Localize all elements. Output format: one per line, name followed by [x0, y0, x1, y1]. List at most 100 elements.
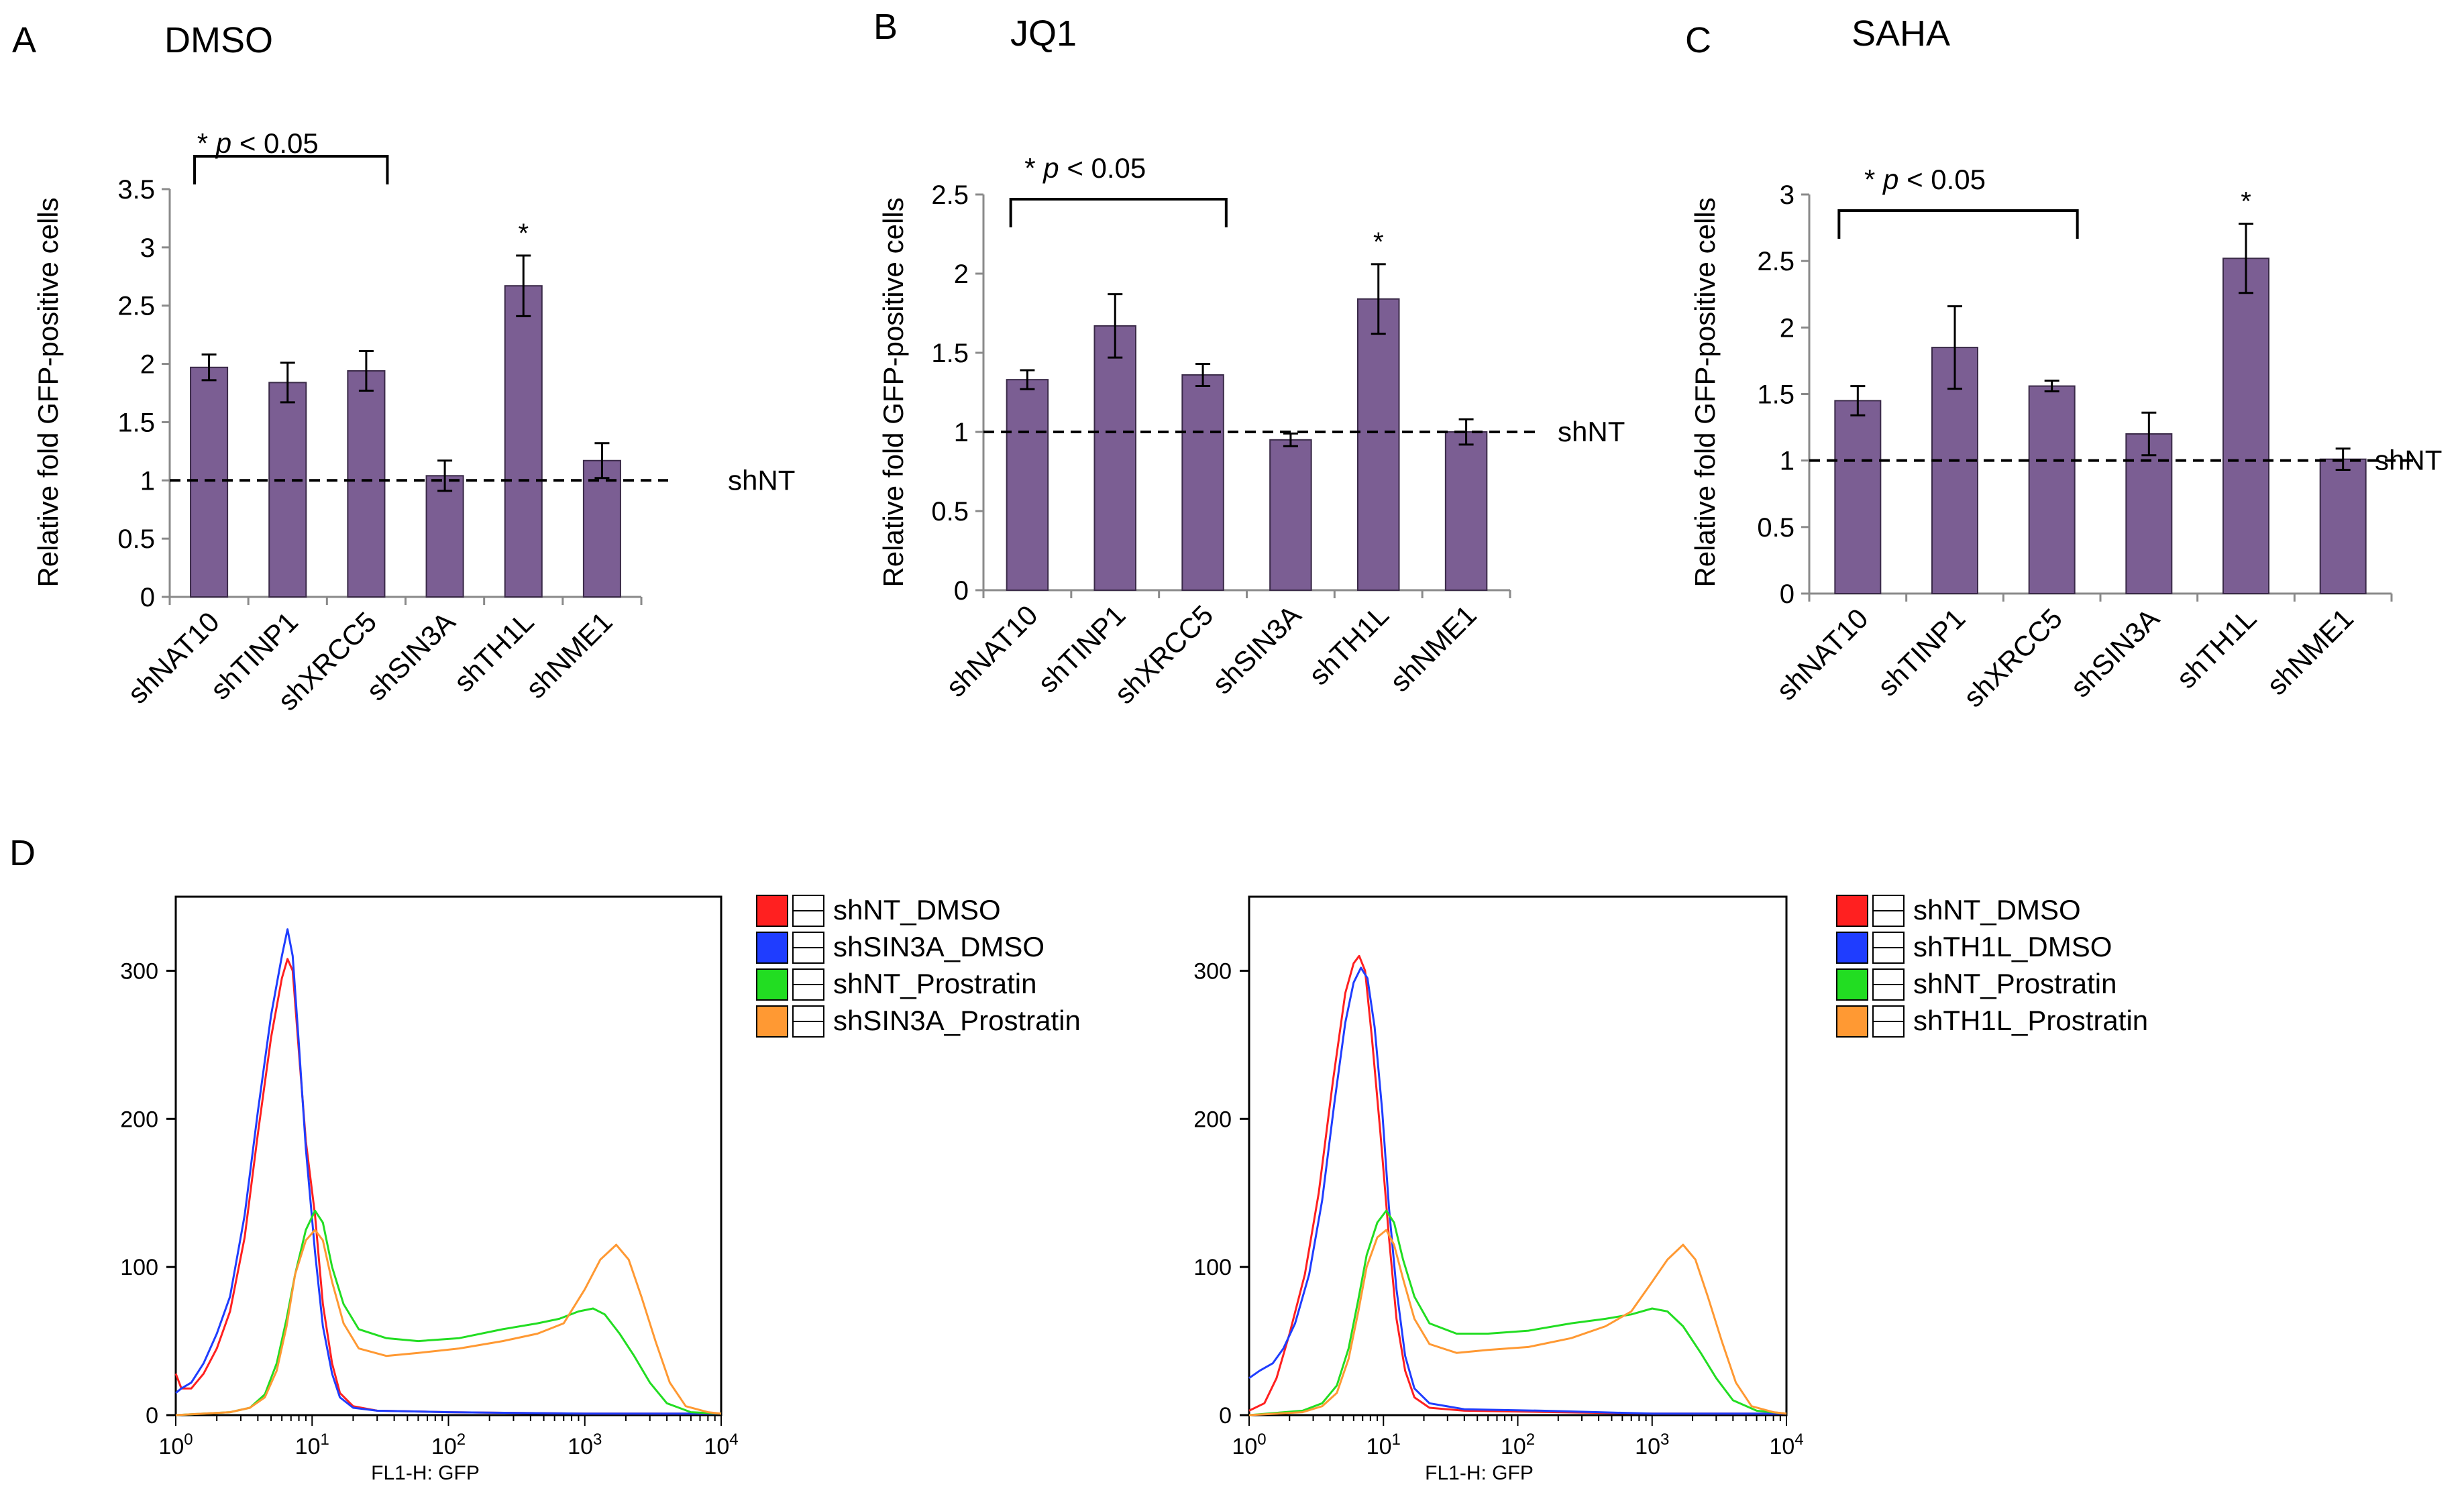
panel-a-title: DMSO [164, 20, 273, 60]
panel-b-xtick-label: shSIN3A [1206, 599, 1307, 700]
panel-c-bar [2125, 433, 2173, 594]
panel-d-left-xtick-base: 10 [295, 1434, 321, 1459]
panel-d-right-xlabel: FL1-H: GFP [1425, 1462, 1534, 1484]
panel-b-bar [1006, 379, 1049, 591]
panel-d-left-series [174, 928, 722, 1416]
panel-c-title: SAHA [1852, 13, 1950, 54]
panel-d-right-xtick-label: 104 [1769, 1431, 1803, 1459]
panel-d-right-frame [1248, 895, 1788, 1416]
panel-c-xtick-label: shXRCC5 [1958, 602, 2068, 713]
panel-d-right-xtick-base: 10 [1769, 1434, 1795, 1459]
panel-b-significance-bracket [1009, 198, 1228, 227]
panel-b-ytick-label: 1 [954, 418, 969, 447]
panel-a-significance-text: * p < 0.05 [197, 127, 319, 159]
panel-a-reference-label: shNT [728, 464, 795, 496]
panel-c-bar [1834, 400, 1882, 595]
panel-d-right-xtick-label: 100 [1232, 1431, 1266, 1459]
panel-d-right-legend-label: shTH1L_Prostratin [1913, 1005, 2148, 1036]
panel-b-xtick-label: shTH1L [1303, 599, 1395, 691]
panel-a-bar [347, 370, 386, 598]
panel-a-yaxis: 0 0.5 1 1.5 2 2.5 3 3.5 [117, 175, 171, 612]
panel-d-left-legend-label: shNT_DMSO [833, 894, 1001, 926]
panel-c-ylabel: Relative fold GFP-positive cells [1689, 197, 1721, 587]
panel-d-right-xtick-exponent: 3 [1660, 1431, 1669, 1449]
panel-b-ytick-label: 0.5 [931, 497, 969, 526]
panel-c-significance-text: * p < 0.05 [1864, 164, 1986, 195]
panel-d-left-legend-label: shNT_Prostratin [833, 968, 1036, 999]
panel-c-ytick-label: 3 [1780, 180, 1795, 210]
panel-d-letter: D [9, 833, 36, 873]
panel-d-left-xtick-exponent: 3 [593, 1431, 602, 1449]
panel-c-xtick-label: shNME1 [2261, 602, 2359, 701]
panel-c-sig-star: * [1864, 164, 1875, 195]
panel-d-left-ytick-label: 0 [146, 1403, 158, 1429]
panel-c-bar-star: * [2241, 187, 2251, 217]
panel-a-bar [504, 285, 543, 598]
panel-d-right-legend-swatch [1836, 1005, 1868, 1038]
panel-a-xtick-label: shNAT10 [121, 606, 225, 710]
panel-a-ytick-label: 0.5 [117, 524, 155, 554]
panel-d-left-xtick-base: 10 [568, 1434, 593, 1459]
panel-a-ytick-label: 3.5 [117, 175, 155, 205]
panel-d-right-legend: shNT_DMSO shTH1L_DMSO shNT_Prostratin shTH1… [1836, 894, 2148, 1038]
panel-b-bar [1269, 439, 1312, 591]
panel-d-left-legend-swatch [756, 895, 788, 927]
panel-c-ytick-label: 1.5 [1757, 380, 1795, 410]
panel-b-ytick-label: 2.5 [931, 180, 969, 210]
panel-a-xtick-label: shNME1 [520, 606, 619, 704]
panel-d-left-series-1 [175, 928, 721, 1415]
panel-c-xtick-label: shTH1L [2170, 602, 2262, 694]
panel-c-error-bars [1850, 223, 2351, 471]
panel-c-bar [2319, 458, 2367, 595]
panel-d-right-legend-swatch [1836, 968, 1868, 1001]
panel-d-left-xlabel: FL1-H: GFP [371, 1462, 480, 1484]
panel-c-ytick-label: 0.5 [1757, 513, 1795, 543]
panel-d-right-legend-swatch [1836, 932, 1868, 964]
panel-b-xtick-label: shNME1 [1384, 599, 1483, 698]
panel-d-right-yaxis: 0 100 200 300 [1193, 958, 1249, 1429]
panel-d-right-legend-label: shNT_Prostratin [1913, 968, 2117, 999]
panel-b-sig-p: p [1042, 152, 1059, 184]
panel-d-right-series-2 [1248, 1209, 1787, 1416]
panel-a-bars [190, 285, 621, 598]
panel-a-significance-bracket [193, 155, 389, 184]
panel-d-right-xtick-label: 102 [1501, 1431, 1535, 1459]
panel-d-right-xtick-exponent: 4 [1795, 1431, 1803, 1449]
panel-d-left-legend-swatch [756, 1005, 788, 1038]
panel-b-title: JQ1 [1010, 13, 1077, 54]
panel-b-yaxis: 0 0.5 1 1.5 2 2.5 [931, 180, 985, 606]
panel-c-significance-bracket [1837, 209, 2079, 239]
panel-d-right-legend-swatch [1836, 895, 1868, 927]
panel-c-xtick-label: shTINP1 [1872, 602, 1972, 702]
panel-a-ytick-label: 0 [140, 583, 155, 612]
panel-d-left-legend-swatch [756, 932, 788, 964]
panel-b-bar [1181, 374, 1224, 591]
panel-d-left-legend-swatch [756, 968, 788, 1001]
panel-a-bar [582, 459, 621, 598]
panel-d-left-ytick-label: 100 [120, 1255, 158, 1280]
panel-d-left-xtick-exponent: 1 [320, 1431, 329, 1449]
panel-a-sig-value: < 0.05 [239, 127, 319, 159]
panel-d-right-ytick-label: 0 [1219, 1403, 1232, 1429]
panel-c-reference-label: shNT [2375, 445, 2442, 476]
panel-c-sig-p: p [1882, 164, 1898, 195]
panel-d-left-series-3 [175, 1229, 722, 1416]
panel-c-letter: C [1685, 20, 1711, 60]
panel-d-right-legend-label: shNT_DMSO [1913, 894, 2081, 926]
panel-c-ytick-label: 0 [1780, 579, 1795, 609]
panel-d-right-xtick-base: 10 [1501, 1434, 1526, 1459]
panel-a-letter: A [12, 20, 36, 60]
panel-d-right-xtick-base: 10 [1232, 1434, 1257, 1459]
panel-c-xtick-label: shSIN3A [2064, 602, 2165, 703]
panel-a-ytick-label: 2 [140, 350, 155, 380]
panel-d-left-xtick-label: 100 [158, 1431, 193, 1459]
panel-a-ytick-label: 3 [140, 233, 155, 263]
panel-d-left-xtick-label: 103 [568, 1431, 602, 1459]
panel-d-right-xtick-base: 10 [1367, 1434, 1392, 1459]
panel-d-left-xtick-exponent: 0 [184, 1431, 193, 1449]
panel-c-bars [1834, 258, 2367, 595]
panel-d-left-xtick-exponent: 2 [457, 1431, 466, 1449]
panel-d-left-xtick-label: 104 [704, 1431, 738, 1459]
panel-c-xtick-label: shNAT10 [1770, 602, 1874, 706]
